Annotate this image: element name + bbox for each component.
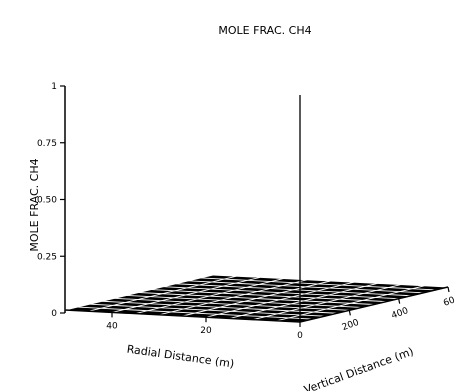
mesh-line-vertical [188, 280, 424, 294]
vertical-tick-label: 60 [442, 295, 456, 308]
mesh-line-vertical [114, 297, 350, 311]
z-tick-label: 0 [51, 309, 57, 319]
mesh-line-vertical [200, 277, 436, 291]
mesh-line-vertical [175, 283, 412, 297]
vertical-axis-line [299, 286, 449, 323]
z-axis-label: MOLE FRAC. CH4 [28, 158, 41, 251]
surface-mesh [64, 274, 449, 323]
mesh-line-vertical [101, 300, 338, 314]
vertical-tick [447, 286, 450, 293]
vertical-tick-label: 200 [341, 318, 361, 333]
mesh-line-vertical [212, 274, 449, 288]
mesh-line-vertical [89, 303, 325, 317]
z-axis: 0 0.25 0.50 0.75 1 [37, 82, 66, 319]
z-tick-label: 0.75 [37, 139, 57, 149]
chart-title: MOLE FRAC. CH4 [218, 24, 311, 37]
radial-axis-line [64, 309, 301, 323]
z-tick-label: 0.50 [37, 196, 57, 206]
mesh-line-vertical [138, 292, 375, 305]
radial-tick-label: 0 [297, 331, 303, 341]
radial-tick-label: 40 [106, 321, 118, 331]
mesh-line-vertical [126, 294, 362, 308]
vertical-tick-label: 400 [390, 306, 410, 321]
z-tick-label: 1 [51, 82, 57, 92]
radial-tick-label: 20 [200, 326, 212, 336]
z-tick-label: 0.25 [37, 252, 57, 262]
mesh-line-vertical [151, 289, 387, 303]
mesh-line-vertical [77, 306, 313, 320]
vertical-tick [348, 310, 351, 316]
vertical-axis-label: Vertical Distance (m) [302, 345, 415, 391]
mesh-line-vertical [163, 286, 399, 300]
base-axes: 0 20 40 200 400 60 [64, 286, 457, 341]
radial-axis-label: Radial Distance (m) [126, 343, 235, 371]
vertical-tick [398, 298, 401, 304]
